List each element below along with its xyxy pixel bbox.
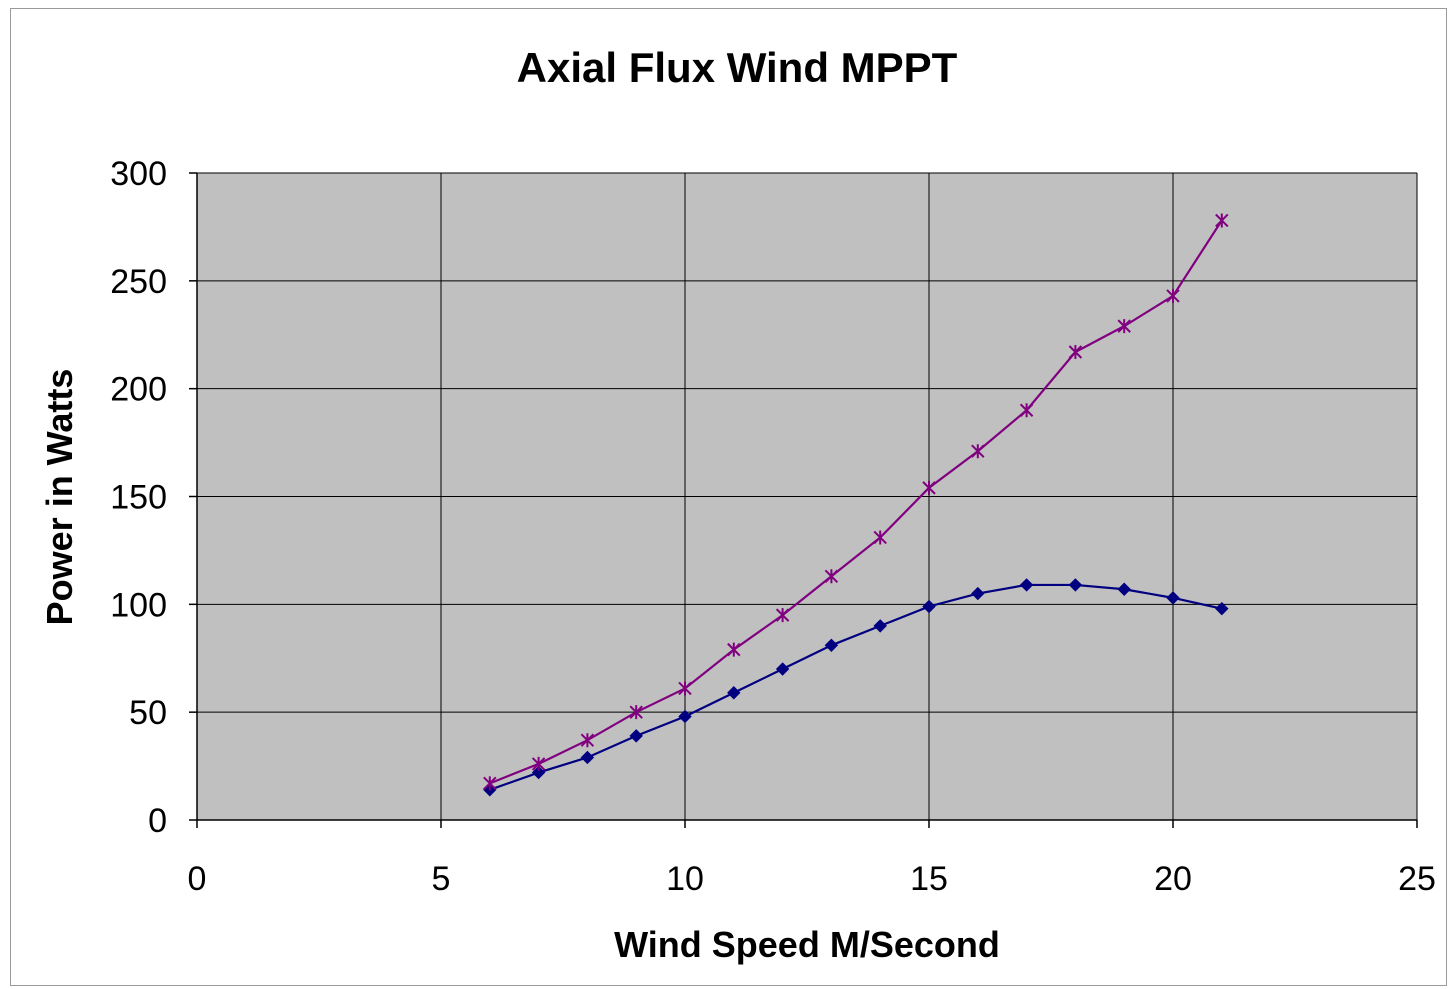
data-point (629, 705, 643, 720)
data-point (580, 750, 595, 765)
x-tick-label: 10 (666, 860, 704, 898)
data-point (531, 765, 546, 780)
data-point (873, 530, 887, 545)
x-tick-label: 5 (432, 860, 451, 898)
data-point (483, 776, 497, 791)
data-point (1019, 403, 1034, 418)
y-tick-label: 200 (110, 371, 167, 409)
data-point (1166, 591, 1180, 605)
data-point (971, 444, 985, 459)
data-point (678, 709, 692, 724)
data-point (1215, 601, 1229, 616)
data-point (873, 619, 887, 633)
grid-lines (196, 172, 1418, 821)
data-point (824, 569, 839, 584)
y-tick-label: 150 (110, 479, 167, 517)
x-tick-label: 15 (910, 860, 948, 898)
y-tick-label: 250 (110, 263, 167, 301)
data-point (580, 733, 595, 748)
data-point (971, 586, 985, 601)
data-point (1068, 578, 1083, 592)
data-point (629, 729, 643, 743)
data-point (678, 681, 692, 696)
series-line (489, 219, 1223, 785)
data-point (1215, 213, 1229, 228)
x-axis-title: Wind Speed M/Second (614, 924, 1000, 965)
y-axis-title: Power in Watts (39, 369, 80, 626)
series-1 (483, 578, 1229, 797)
tick-labels: 0 50 100 150 200 250 300 0 5 10 15 20 25 (110, 155, 1436, 898)
x-tick-label: 0 (188, 860, 207, 898)
data-point (1019, 578, 1034, 592)
data-point (1117, 319, 1131, 334)
data-point (531, 756, 546, 771)
series-2 (483, 213, 1229, 791)
data-point (922, 599, 936, 614)
data-point (727, 686, 741, 700)
data-point (1068, 345, 1083, 360)
y-tick-label: 50 (129, 694, 167, 732)
data-point (1117, 582, 1131, 596)
axes (189, 172, 1418, 828)
x-tick-label: 20 (1154, 860, 1192, 898)
data-point (775, 608, 790, 623)
chart-title: Axial Flux Wind MPPT (517, 44, 958, 91)
data-point (922, 480, 936, 495)
data-point (775, 662, 790, 676)
y-tick-label: 100 (110, 586, 167, 624)
x-tick-label: 25 (1398, 860, 1436, 898)
y-tick-label: 300 (110, 155, 167, 193)
data-point (824, 638, 839, 653)
data-point (1166, 288, 1180, 303)
data-point (727, 642, 741, 657)
y-tick-label: 0 (148, 802, 167, 840)
series-line (489, 583, 1223, 791)
series-layer (483, 213, 1229, 797)
